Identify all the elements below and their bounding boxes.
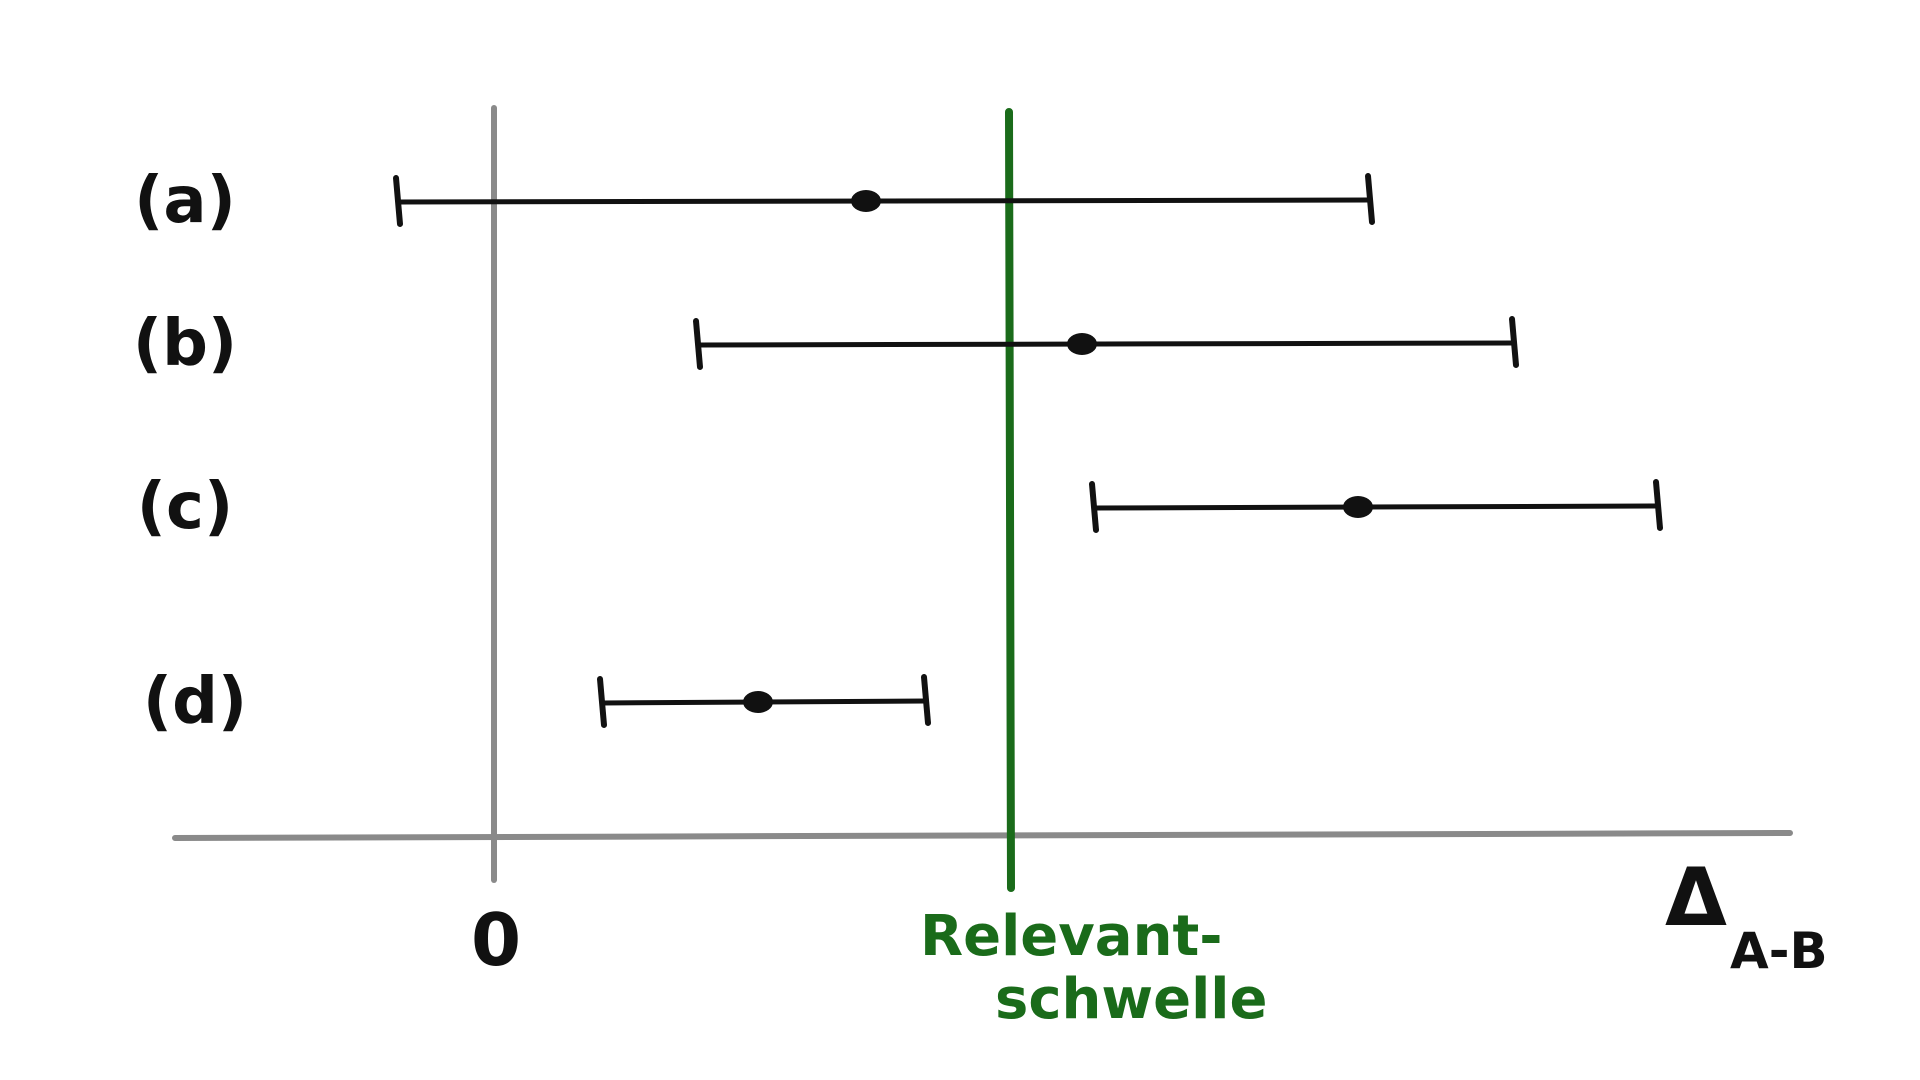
interval-row: (b) [133,307,1519,381]
interval-row: (d) [143,665,931,739]
interval-upper-cap [921,674,931,726]
interval-row: (a) [134,164,1375,238]
threshold-label-line1: Relevant- [920,904,1222,969]
interval-line [1091,503,1661,511]
row-label: (b) [133,307,237,381]
row-label: (c) [137,470,233,544]
interval-line [395,197,1373,205]
confidence-intervals: (a) (b) (c) (d) [133,164,1663,739]
threshold-label-line2: schwelle [995,967,1267,1032]
interval-lower-cap [693,318,703,370]
interval-lower-cap [597,676,607,728]
interval-upper-cap [1509,316,1519,368]
row-label: (a) [134,164,236,238]
relevance-threshold-line [1005,108,1015,892]
point-estimate-dot [743,691,773,713]
zero-tick-label: 0 [471,898,521,982]
x-axis-label: Δ [1665,851,1727,944]
x-axis-label-subscript: A-B [1730,922,1828,980]
interval-upper-cap [1653,479,1663,531]
row-label: (d) [143,665,247,739]
interval-row: (c) [137,470,1663,544]
x-axis-line [172,830,1793,841]
interval-line [695,340,1517,348]
point-estimate-dot [1067,333,1097,355]
interval-upper-cap [1365,173,1375,225]
point-estimate-dot [1343,496,1373,518]
interval-lower-cap [393,175,403,227]
point-estimate-dot [851,190,881,212]
interval-lower-cap [1089,481,1099,533]
